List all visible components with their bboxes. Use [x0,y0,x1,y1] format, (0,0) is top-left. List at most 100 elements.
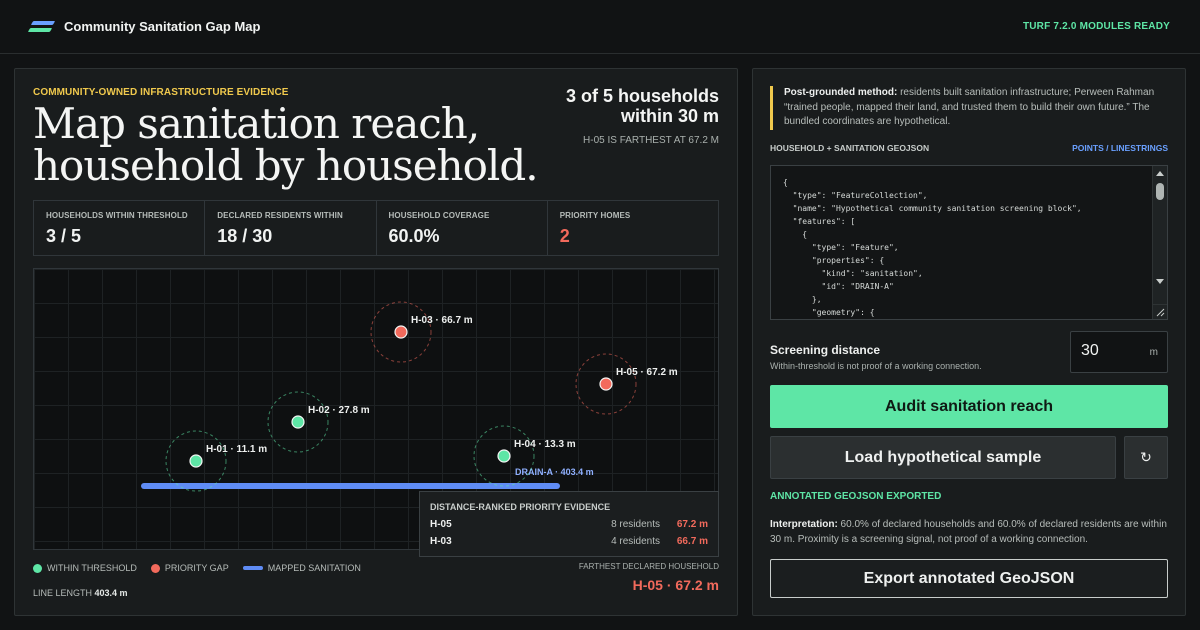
sanitation-map[interactable]: DRAIN-A · 403.4 m H-01 · 11.1 m H-02 · 27… [33,268,719,550]
screening-distance-hint: Within-threshold is not proof of a worki… [770,361,982,371]
household-label: H-05 · 67.2 m [616,367,678,378]
headline-line-2: household by household. [33,141,539,190]
stat-value: 3 / 5 [46,226,82,246]
stat-label: PRIORITY HOMES [559,211,631,220]
priority-dot-icon [150,563,160,573]
stat-label: HOUSEHOLD COVERAGE [388,211,490,220]
line-length: LINE LENGTH 403.4 m [33,588,128,598]
stat-households-within: HOUSEHOLDS WITHIN THRESHOLD 3 / 5 [34,201,206,255]
screening-distance-field[interactable]: m [1070,331,1168,373]
legend-sanitation: MAPPED SANITATION [242,563,361,573]
distance-unit: m [1149,347,1158,358]
household-dot[interactable] [599,377,613,391]
export-button[interactable]: Export annotated GeoJSON [770,559,1168,598]
reset-icon[interactable]: ↻ [1124,436,1168,479]
editor-scrollbar[interactable] [1152,166,1167,304]
app-title: Community Sanitation Gap Map [64,19,261,34]
coverage-summary: 3 of 5 households within 30 m H-05 IS FA… [549,86,719,146]
headline: Map sanitation reach, household by house… [33,103,553,187]
summary-count: 3 of 5 households within 30 m [549,86,719,126]
screening-distance-input[interactable] [1081,342,1141,360]
household-label: H-03 · 66.7 m [411,315,473,326]
scroll-up-icon[interactable] [1156,171,1164,176]
stat-residents-within: DECLARED RESIDENTS WITHIN 18 / 30 [205,201,377,255]
household-dot[interactable] [291,415,305,429]
evidence-household-id: H-03 [430,536,452,547]
geojson-mode: POINTS / LINESTRINGS [1072,143,1168,153]
screening-distance-label: Screening distance [770,343,881,357]
household-dot[interactable] [189,454,203,468]
stat-value: 18 / 30 [217,226,273,246]
line-length-value: 403.4 m [94,588,128,598]
threshold-ring [267,391,329,453]
sanitation-line-icon [242,566,263,570]
summary-line-1: 3 of 5 households [565,86,719,106]
stat-label: DECLARED RESIDENTS WITHIN [217,211,343,220]
method-text: residents built sanitation infrastructur… [784,87,1155,127]
interpretation: Interpretation: 60.0% of declared househ… [770,518,1170,547]
stat-priority-homes: PRIORITY HOMES 2 [548,201,718,255]
evidence-residents: 8 residents [611,519,660,530]
eyebrow: COMMUNITY-OWNED INFRASTRUCTURE EVIDENCE [33,87,289,98]
legend-priority-label: PRIORITY GAP [164,563,229,573]
summary-farthest: H-05 IS FARTHEST AT 67.2 M [583,135,719,146]
load-sample-button[interactable]: Load hypothetical sample [770,436,1116,479]
stat-label: HOUSEHOLDS WITHIN THRESHOLD [46,211,188,220]
controls-panel: Post-grounded method: residents built sa… [752,68,1186,616]
legend-within: WITHIN THRESHOLD [33,563,137,573]
household-label: H-04 · 13.3 m [514,439,576,450]
scroll-thumb[interactable] [1156,183,1164,200]
headline-line-1: Map sanitation reach, [33,99,480,148]
method-label: Post-grounded method: [784,87,898,98]
within-dot-icon [33,563,42,573]
threshold-ring [575,353,637,415]
evidence-residents: 4 residents [611,536,660,547]
stat-value: 2 [559,226,570,246]
stats-row: HOUSEHOLDS WITHIN THRESHOLD 3 / 5 DECLAR… [33,200,719,256]
household-label: H-01 · 11.1 m [206,444,267,455]
modules-status: TURF 7.2.0 MODULES READY [1022,21,1170,32]
line-length-label: LINE LENGTH [33,588,93,598]
evidence-distance: 66.7 m [676,536,708,547]
logo-icon [27,20,56,34]
priority-evidence: DISTANCE-RANKED PRIORITY EVIDENCE H-05 8… [419,491,719,557]
household-marker-h-02[interactable]: H-02 · 27.8 m [267,391,370,453]
geojson-editor[interactable]: { "type": "FeatureCollection", "name": "… [770,165,1168,320]
summary-line-2: within 30 m [620,106,719,126]
map-legend: WITHIN THRESHOLD PRIORITY GAP MAPPED SAN… [33,563,375,573]
geojson-title: HOUSEHOLD + SANITATION GEOJSON [770,143,930,153]
household-marker-h-05[interactable]: H-05 · 67.2 m [575,353,678,415]
farthest-household: FARTHEST DECLARED HOUSEHOLD H-05 · 67.2 … [579,562,719,593]
geojson-content[interactable]: { "type": "FeatureCollection", "name": "… [783,178,1082,317]
export-status: ANNOTATED GEOJSON EXPORTED [770,491,942,502]
sanitation-line-label: DRAIN-A · 403.4 m [515,467,594,477]
farthest-value: H-05 · 67.2 m [632,577,719,593]
stat-household-coverage: HOUSEHOLD COVERAGE 60.0% [377,201,548,255]
evidence-distance: 67.2 m [676,519,708,530]
legend-within-label: WITHIN THRESHOLD [47,563,137,573]
legend-sanitation-label: MAPPED SANITATION [267,563,361,573]
household-dot[interactable] [497,449,511,463]
farthest-label: FARTHEST DECLARED HOUSEHOLD [578,562,719,571]
interpretation-text: 60.0% of declared households and 60.0% o… [770,519,1167,545]
map-panel: COMMUNITY-OWNED INFRASTRUCTURE EVIDENCE … [14,68,738,616]
household-dot[interactable] [394,325,408,339]
household-marker-h-01[interactable]: H-01 · 11.1 m [165,430,267,492]
household-marker-h-03[interactable]: H-03 · 66.7 m [370,301,473,363]
stat-value: 60.0% [388,226,440,246]
geojson-header: HOUSEHOLD + SANITATION GEOJSON POINTS / … [770,143,1168,153]
audit-button[interactable]: Audit sanitation reach [770,385,1168,428]
household-label: H-02 · 27.8 m [308,405,370,416]
method-note: Post-grounded method: residents built sa… [770,86,1168,130]
evidence-row[interactable]: H-05 8 residents 67.2 m [430,519,708,530]
app-header: Community Sanitation Gap Map TURF 7.2.0 … [0,0,1200,54]
interpretation-label: Interpretation: [770,519,838,530]
scroll-down-icon[interactable] [1156,279,1164,284]
household-marker-h-04[interactable]: H-04 · 13.3 m [473,425,576,487]
evidence-household-id: H-05 [430,519,452,530]
map-canvas[interactable]: DRAIN-A · 403.4 m H-01 · 11.1 m H-02 · 27… [34,269,719,550]
evidence-title: DISTANCE-RANKED PRIORITY EVIDENCE [430,502,611,512]
evidence-row[interactable]: H-03 4 residents 66.7 m [430,536,708,547]
threshold-ring [473,425,535,487]
resize-handle-icon[interactable] [1152,304,1167,319]
